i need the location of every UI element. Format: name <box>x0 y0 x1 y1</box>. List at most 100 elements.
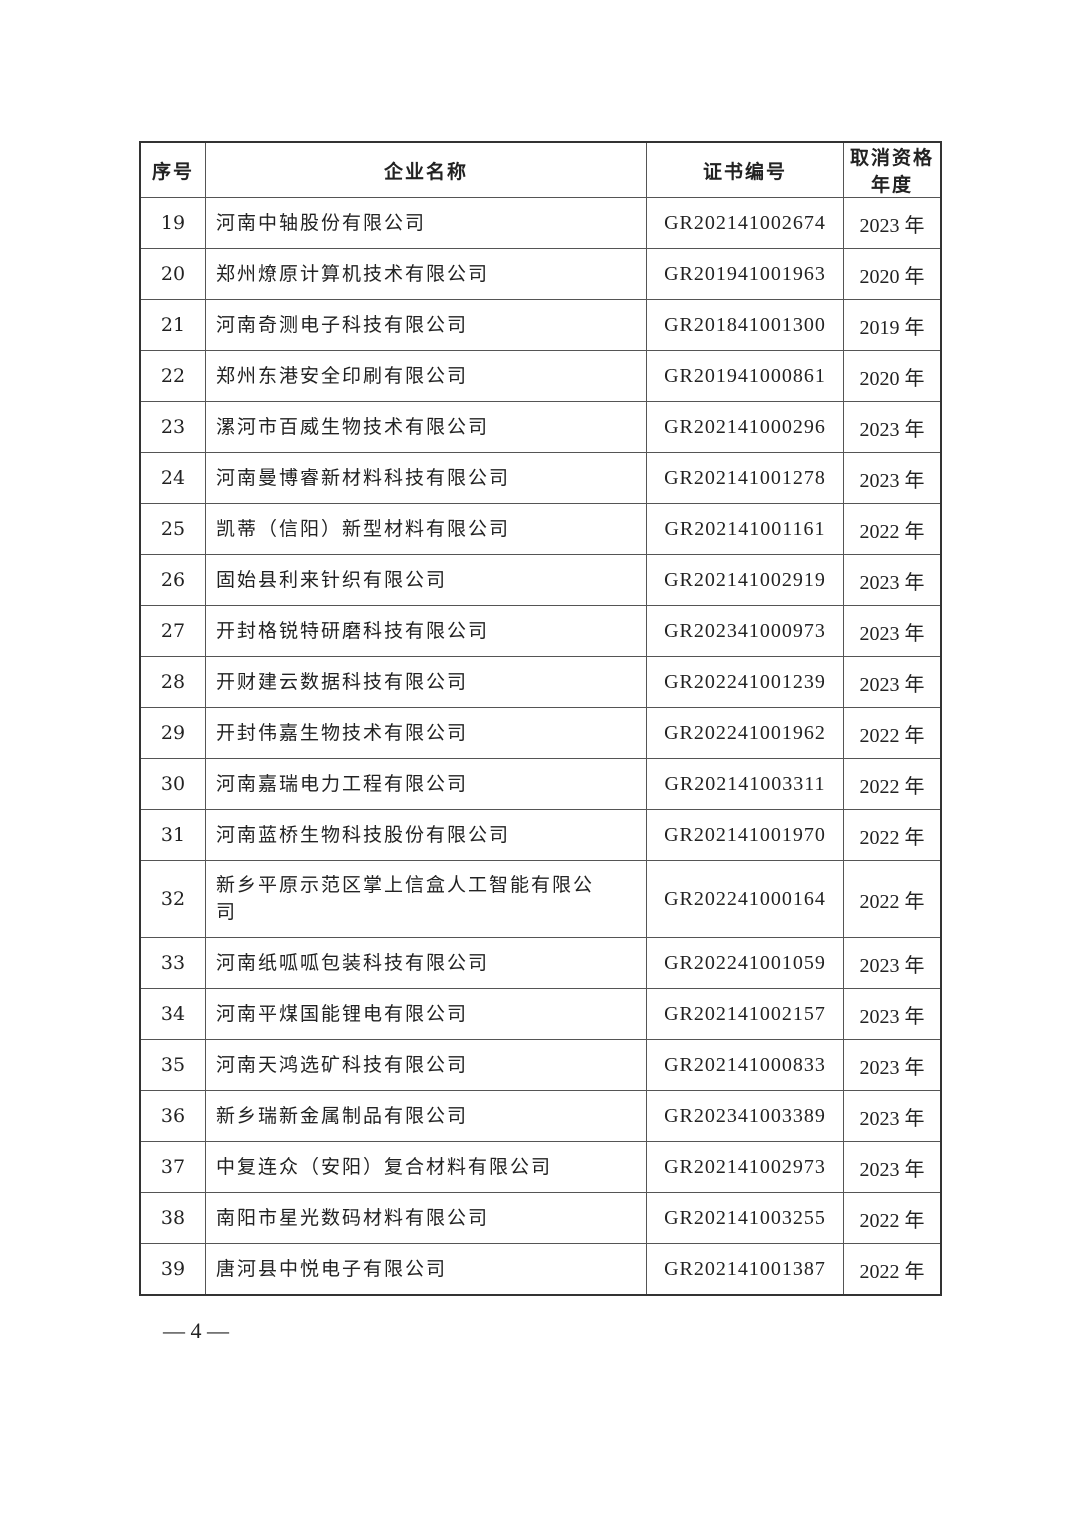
table-row: 23 漯河市百威生物技术有限公司 GR202141000296 2023 年 <box>139 401 942 453</box>
company-name: 开封伟嘉生物技术有限公司 <box>205 707 647 759</box>
revocation-year: 2023 年 <box>843 554 942 606</box>
certificate-number: GR202241001962 <box>646 707 844 759</box>
revocation-year: 2022 年 <box>843 758 942 810</box>
row-index: 25 <box>139 503 206 555</box>
company-name: 郑州东港安全印刷有限公司 <box>205 350 647 402</box>
certificate-number: GR202241001059 <box>646 937 844 989</box>
table-row: 25 凯蒂（信阳）新型材料有限公司 GR202141001161 2022 年 <box>139 503 942 555</box>
row-index: 35 <box>139 1039 206 1091</box>
row-index: 27 <box>139 605 206 657</box>
certificate-number: GR202141002919 <box>646 554 844 606</box>
company-name: 凯蒂（信阳）新型材料有限公司 <box>205 503 647 555</box>
revocation-year: 2023 年 <box>843 1141 942 1193</box>
revocation-year: 2020 年 <box>843 248 942 300</box>
row-index: 19 <box>139 197 206 249</box>
row-index: 34 <box>139 988 206 1040</box>
table-row: 33 河南纸呱呱包装科技有限公司 GR202241001059 2023 年 <box>139 937 942 989</box>
table-row: 30 河南嘉瑞电力工程有限公司 GR202141003311 2022 年 <box>139 758 942 810</box>
certificate-number: GR202141002674 <box>646 197 844 249</box>
certificate-number: GR202141001161 <box>646 503 844 555</box>
table-row: 29 开封伟嘉生物技术有限公司 GR202241001962 2022 年 <box>139 707 942 759</box>
company-name: 漯河市百威生物技术有限公司 <box>205 401 647 453</box>
row-index: 31 <box>139 809 206 861</box>
table-row: 36 新乡瑞新金属制品有限公司 GR202341003389 2023 年 <box>139 1090 942 1142</box>
revocation-year: 2023 年 <box>843 937 942 989</box>
row-index: 23 <box>139 401 206 453</box>
table-row: 24 河南曼博睿新材料科技有限公司 GR202141001278 2023 年 <box>139 452 942 504</box>
revocation-year: 2023 年 <box>843 452 942 504</box>
table-row: 38 南阳市星光数码材料有限公司 GR202141003255 2022 年 <box>139 1192 942 1244</box>
certificate-number: GR202341003389 <box>646 1090 844 1142</box>
row-index: 29 <box>139 707 206 759</box>
row-index: 37 <box>139 1141 206 1193</box>
table-row: 39 唐河县中悦电子有限公司 GR202141001387 2022 年 <box>139 1243 942 1296</box>
revocation-year: 2022 年 <box>843 1192 942 1244</box>
revocation-year: 2023 年 <box>843 605 942 657</box>
revocation-year: 2023 年 <box>843 1039 942 1091</box>
certificate-number: GR202141001970 <box>646 809 844 861</box>
company-name: 开封格锐特研磨科技有限公司 <box>205 605 647 657</box>
company-name: 新乡平原示范区掌上信盒人工智能有限公司 <box>205 860 647 938</box>
certificate-number: GR201841001300 <box>646 299 844 351</box>
revocation-year: 2023 年 <box>843 1090 942 1142</box>
row-index: 28 <box>139 656 206 708</box>
row-index: 20 <box>139 248 206 300</box>
revocation-year: 2023 年 <box>843 197 942 249</box>
row-index: 39 <box>139 1243 206 1296</box>
certificate-number: GR202141001387 <box>646 1243 844 1296</box>
company-name: 新乡瑞新金属制品有限公司 <box>205 1090 647 1142</box>
header-certificate-number: 证书编号 <box>646 141 844 198</box>
certificate-number: GR202141000296 <box>646 401 844 453</box>
row-index: 26 <box>139 554 206 606</box>
row-index: 30 <box>139 758 206 810</box>
company-name: 中复连众（安阳）复合材料有限公司 <box>205 1141 647 1193</box>
revocation-year: 2022 年 <box>843 1243 942 1296</box>
company-name: 河南奇测电子科技有限公司 <box>205 299 647 351</box>
row-index: 32 <box>139 860 206 938</box>
table-row: 19 河南中轴股份有限公司 GR202141002674 2023 年 <box>139 197 942 249</box>
company-name: 河南纸呱呱包装科技有限公司 <box>205 937 647 989</box>
revocation-year: 2022 年 <box>843 707 942 759</box>
certificate-number: GR201941001963 <box>646 248 844 300</box>
table-row: 34 河南平煤国能锂电有限公司 GR202141002157 2023 年 <box>139 988 942 1040</box>
revocation-year: 2023 年 <box>843 988 942 1040</box>
table-row: 37 中复连众（安阳）复合材料有限公司 GR202141002973 2023 年 <box>139 1141 942 1193</box>
table-row: 20 郑州燎原计算机技术有限公司 GR201941001963 2020 年 <box>139 248 942 300</box>
certificate-number: GR202341000973 <box>646 605 844 657</box>
table-row: 22 郑州东港安全印刷有限公司 GR201941000861 2020 年 <box>139 350 942 402</box>
company-name: 河南蓝桥生物科技股份有限公司 <box>205 809 647 861</box>
company-name: 开财建云数据科技有限公司 <box>205 656 647 708</box>
certificate-number: GR202141001278 <box>646 452 844 504</box>
table-row: 28 开财建云数据科技有限公司 GR202241001239 2023 年 <box>139 656 942 708</box>
page-number: — 4 — <box>163 1318 229 1343</box>
header-index: 序号 <box>139 141 206 198</box>
table-row: 32 新乡平原示范区掌上信盒人工智能有限公司 GR202241000164 2022 … <box>139 860 942 938</box>
company-name: 河南平煤国能锂电有限公司 <box>205 988 647 1040</box>
row-index: 38 <box>139 1192 206 1244</box>
table-row: 27 开封格锐特研磨科技有限公司 GR202341000973 2023 年 <box>139 605 942 657</box>
company-table: 序号 企业名称 证书编号 取消资格年度 19 河南中轴股份有限公司 GR202141… <box>139 141 942 1296</box>
certificate-number: GR202141002973 <box>646 1141 844 1193</box>
revocation-year: 2022 年 <box>843 809 942 861</box>
certificate-number: GR202141003255 <box>646 1192 844 1244</box>
row-index: 36 <box>139 1090 206 1142</box>
row-index: 33 <box>139 937 206 989</box>
table-header-row: 序号 企业名称 证书编号 取消资格年度 <box>139 141 942 198</box>
header-revocation-year: 取消资格年度 <box>843 141 942 198</box>
certificate-number: GR202141002157 <box>646 988 844 1040</box>
certificate-number: GR202141003311 <box>646 758 844 810</box>
company-name: 河南曼博睿新材料科技有限公司 <box>205 452 647 504</box>
row-index: 22 <box>139 350 206 402</box>
revocation-year: 2022 年 <box>843 503 942 555</box>
certificate-number: GR202241001239 <box>646 656 844 708</box>
table-row: 35 河南天鸿选矿科技有限公司 GR202141000833 2023 年 <box>139 1039 942 1091</box>
company-name: 郑州燎原计算机技术有限公司 <box>205 248 647 300</box>
revocation-year: 2023 年 <box>843 401 942 453</box>
company-name: 河南天鸿选矿科技有限公司 <box>205 1039 647 1091</box>
row-index: 21 <box>139 299 206 351</box>
table-row: 31 河南蓝桥生物科技股份有限公司 GR202141001970 2022 年 <box>139 809 942 861</box>
company-name: 河南中轴股份有限公司 <box>205 197 647 249</box>
certificate-number: GR201941000861 <box>646 350 844 402</box>
table-row: 21 河南奇测电子科技有限公司 GR201841001300 2019 年 <box>139 299 942 351</box>
revocation-year: 2023 年 <box>843 656 942 708</box>
